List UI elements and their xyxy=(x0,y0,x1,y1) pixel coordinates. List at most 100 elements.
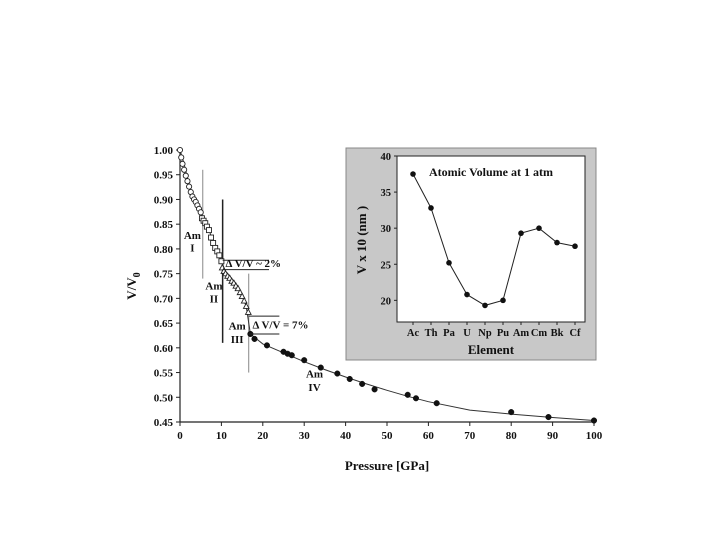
y-tick-label: 0.60 xyxy=(154,343,174,355)
y-tick-label: 0.70 xyxy=(154,293,174,305)
inset-data-point xyxy=(482,302,488,309)
inset-data-point xyxy=(518,230,524,237)
y-tick-label: 0.75 xyxy=(154,269,174,281)
data-point-phase-ii xyxy=(218,258,225,265)
inset-y-tick-label: 20 xyxy=(381,296,392,307)
x-tick-label: 80 xyxy=(506,430,518,442)
x-tick-label: 30 xyxy=(299,430,311,442)
data-point-phase-iv xyxy=(545,414,552,421)
x-tick-label: 50 xyxy=(382,430,394,442)
data-point-phase-i xyxy=(184,178,191,185)
y-axis-title-main: V/V xyxy=(124,277,139,300)
data-point-phase-iv xyxy=(371,386,378,393)
delta-volume-label-1: Δ V/V ~ 2% xyxy=(226,258,282,270)
inset-data-point xyxy=(500,297,506,304)
label-am-ii-phase: II xyxy=(210,293,219,305)
data-point-phase-i xyxy=(186,183,193,190)
inset-plot: 20 25 30 35 40 Ac Th Pa U Np Pu Am Cm Bk Cf Element V x … xyxy=(345,147,597,361)
data-point-phase-iv xyxy=(404,391,411,398)
inset-x-tick-label: Ac xyxy=(407,328,420,339)
data-point-phase-ii xyxy=(208,234,215,241)
y-axis-title-sub: 0 xyxy=(132,272,143,277)
data-point-phase-i xyxy=(179,160,186,167)
inset-x-tick-label: Am xyxy=(513,328,530,339)
inset-x-tick-label: Np xyxy=(478,328,492,339)
x-tick-label: 60 xyxy=(423,430,435,442)
inset-data-point xyxy=(410,171,416,177)
inset-x-tick-label: Cm xyxy=(531,328,548,339)
data-point-phase-iv xyxy=(346,375,353,383)
x-tick-label: 100 xyxy=(586,430,603,442)
label-am-iv-name: Am xyxy=(306,368,323,380)
y-tick-label: 0.65 xyxy=(154,318,174,330)
y-tick-label: 0.95 xyxy=(154,170,174,182)
data-point-phase-iv xyxy=(334,370,341,377)
y-tick-label: 0.55 xyxy=(154,368,174,380)
inset-y-axis-title: V x 10 (nm ) xyxy=(354,206,369,274)
data-point-phase-iv xyxy=(412,395,420,402)
inset-plot-area xyxy=(396,155,586,323)
y-axis-title: V/V0 xyxy=(124,272,143,299)
x-tick-label: 10 xyxy=(216,430,228,442)
data-point-phase-i xyxy=(197,209,204,216)
label-am-iv-phase: IV xyxy=(308,382,320,394)
data-point-phase-iv xyxy=(590,417,598,424)
data-point-phase-iii xyxy=(236,288,244,296)
y-tick-label: 0.90 xyxy=(154,194,174,206)
data-point-phase-iii xyxy=(240,296,248,304)
inset-y-tick-label: 35 xyxy=(381,188,392,199)
data-point-phase-iv xyxy=(433,400,440,407)
data-point-phase-iv xyxy=(301,357,308,364)
data-point-phase-iii xyxy=(234,284,242,292)
y-tick-label: 0.80 xyxy=(154,244,174,256)
inset-data-point xyxy=(428,205,434,211)
label-am-iii-phase: III xyxy=(231,334,244,346)
y-tick-label: 1.00 xyxy=(154,145,174,157)
delta-volume-label-2: Δ V/V = 7% xyxy=(252,320,308,332)
inset-x-tick-label: Pa xyxy=(443,328,455,339)
inset-x-axis-title: Element xyxy=(468,342,515,357)
inset-title: Atomic Volume at 1 atm xyxy=(429,165,553,179)
inset-y-tick-label: 30 xyxy=(381,224,392,235)
inset-data-point xyxy=(572,243,578,250)
inset-y-tick-label: 25 xyxy=(381,260,392,271)
y-tick-label: 0.85 xyxy=(154,219,174,231)
data-point-phase-iv xyxy=(263,342,270,349)
x-tick-label: 90 xyxy=(547,430,559,442)
x-tick-label: 40 xyxy=(340,430,352,442)
label-am-i-name: Am xyxy=(184,230,201,242)
y-tick-label: 0.45 xyxy=(154,417,174,429)
data-point-phase-i xyxy=(182,172,189,179)
main-plot: 0 10 20 30 40 50 60 70 80 90 100 0.45 0.50 0.55 0.60 0.… xyxy=(124,145,603,473)
inset-x-tick-label: Bk xyxy=(551,328,564,339)
data-point-phase-iv xyxy=(251,335,258,342)
label-am-ii-name: Am xyxy=(205,280,222,292)
inset-series-line xyxy=(412,173,576,306)
inset-y-tick-label: 40 xyxy=(381,152,392,163)
data-point-phase-iv xyxy=(288,352,295,359)
inset-x-tick-label: Th xyxy=(425,328,438,339)
data-point-phase-ii xyxy=(210,240,217,246)
inset-data-point xyxy=(536,225,542,231)
data-point-phase-i xyxy=(181,166,188,173)
x-axis-title: Pressure [GPa] xyxy=(345,458,429,473)
inset-data-point xyxy=(464,291,470,298)
inset-data-point xyxy=(446,260,452,266)
data-point-phase-ii xyxy=(216,252,223,259)
inset-x-tick-label: Cf xyxy=(569,328,581,339)
data-point-phase-iii xyxy=(242,302,250,309)
inset-x-tick-label: U xyxy=(463,328,471,339)
data-point-phase-i xyxy=(176,146,184,154)
data-point-phase-iv xyxy=(508,409,515,416)
data-point-phase-iii xyxy=(238,292,246,300)
data-point-phase-ii xyxy=(206,227,212,234)
x-tick-label: 70 xyxy=(464,430,476,442)
label-am-i-phase: I xyxy=(190,242,194,254)
data-point-phase-iv xyxy=(359,380,366,387)
data-point-phase-iv xyxy=(317,364,324,371)
data-point-phase-iii xyxy=(244,308,252,315)
x-tick-label: 0 xyxy=(177,430,183,442)
label-am-iii-name: Am xyxy=(229,321,246,333)
y-tick-label: 0.50 xyxy=(154,392,174,404)
